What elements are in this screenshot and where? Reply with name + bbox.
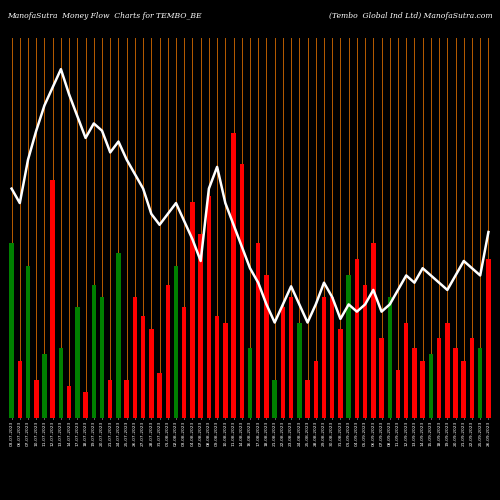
Bar bbox=[141, 316, 146, 418]
Bar bbox=[67, 386, 71, 418]
Bar bbox=[454, 348, 458, 418]
Bar bbox=[314, 360, 318, 418]
Bar bbox=[428, 354, 433, 418]
Bar bbox=[100, 297, 104, 418]
Bar bbox=[26, 266, 30, 418]
Bar bbox=[470, 338, 474, 417]
Bar bbox=[404, 322, 408, 418]
Bar bbox=[198, 234, 203, 418]
Bar bbox=[306, 380, 310, 418]
Bar bbox=[412, 348, 416, 418]
Bar bbox=[486, 259, 490, 418]
Bar bbox=[280, 306, 285, 418]
Bar bbox=[92, 284, 96, 418]
Bar bbox=[174, 266, 178, 418]
Bar bbox=[75, 306, 80, 418]
Bar bbox=[215, 316, 220, 418]
Bar bbox=[124, 380, 129, 418]
Bar bbox=[462, 360, 466, 418]
Bar bbox=[116, 253, 120, 418]
Bar bbox=[272, 380, 277, 418]
Bar bbox=[256, 244, 260, 418]
Bar bbox=[338, 329, 342, 418]
Bar bbox=[322, 297, 326, 418]
Bar bbox=[108, 380, 112, 418]
Bar bbox=[58, 348, 63, 418]
Bar bbox=[42, 354, 46, 418]
Bar bbox=[363, 284, 368, 418]
Bar bbox=[289, 297, 294, 418]
Bar bbox=[132, 297, 137, 418]
Bar bbox=[371, 244, 376, 418]
Bar bbox=[297, 322, 302, 418]
Bar bbox=[380, 338, 384, 417]
Bar bbox=[182, 306, 186, 418]
Bar bbox=[330, 297, 334, 418]
Bar bbox=[396, 370, 400, 418]
Bar bbox=[84, 392, 88, 417]
Bar bbox=[34, 380, 38, 418]
Bar bbox=[264, 275, 268, 418]
Bar bbox=[354, 259, 359, 418]
Bar bbox=[478, 348, 482, 418]
Bar bbox=[206, 196, 211, 418]
Text: ManofaSutra  Money Flow  Charts for TEMBO_BE: ManofaSutra Money Flow Charts for TEMBO_… bbox=[8, 12, 202, 20]
Bar bbox=[223, 322, 228, 418]
Bar bbox=[50, 180, 55, 418]
Bar bbox=[190, 202, 194, 418]
Text: (Tembo  Global Ind Ltd) ManofaSutra.com: (Tembo Global Ind Ltd) ManofaSutra.com bbox=[329, 12, 492, 20]
Bar bbox=[232, 132, 236, 418]
Bar bbox=[10, 244, 14, 418]
Bar bbox=[445, 322, 450, 418]
Bar bbox=[240, 164, 244, 417]
Bar bbox=[149, 329, 154, 418]
Bar bbox=[248, 348, 252, 418]
Bar bbox=[158, 373, 162, 418]
Bar bbox=[420, 360, 425, 418]
Bar bbox=[388, 297, 392, 418]
Bar bbox=[346, 275, 351, 418]
Bar bbox=[18, 360, 22, 418]
Bar bbox=[166, 284, 170, 418]
Bar bbox=[437, 338, 442, 417]
